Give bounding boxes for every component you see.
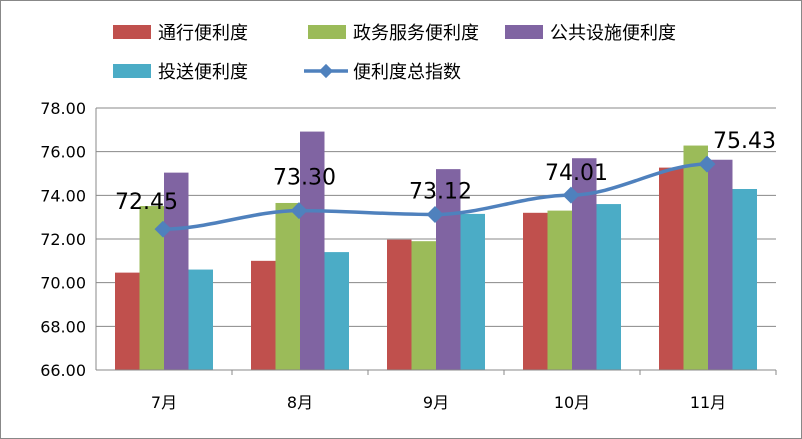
y-tick-label: 72.00	[40, 230, 86, 249]
bar-4	[596, 204, 621, 370]
y-tick-label: 76.00	[40, 143, 86, 162]
bar-3	[164, 172, 189, 370]
legend-swatch	[308, 25, 346, 39]
x-tick-label: 7月	[151, 393, 177, 412]
x-tick-label: 9月	[423, 393, 449, 412]
bar-3	[572, 158, 597, 370]
bar-1	[115, 272, 140, 370]
bar-4	[732, 189, 757, 370]
legend-swatch	[113, 25, 151, 39]
legend-label: 通行便利度	[158, 23, 248, 44]
bar-3	[436, 169, 461, 370]
x-tick-label: 11月	[690, 393, 726, 412]
y-tick-label: 78.00	[40, 99, 86, 118]
bar-1	[659, 167, 684, 370]
data-label: 72.45	[115, 190, 178, 215]
bar-2	[547, 210, 572, 370]
legend-marker	[318, 63, 334, 79]
y-tick-label: 66.00	[40, 361, 86, 380]
line-marker	[290, 202, 308, 220]
bar-2	[275, 202, 300, 370]
line-marker	[426, 206, 444, 224]
data-label: 75.43	[713, 129, 776, 154]
x-tick-label: 10月	[554, 393, 590, 412]
y-tick-label: 74.00	[40, 186, 86, 205]
bar-3	[300, 131, 325, 370]
bar-4	[460, 213, 485, 370]
legend-label: 便利度总指数	[353, 62, 461, 83]
line-marker	[154, 220, 172, 238]
bar-2	[683, 145, 708, 370]
y-tick-label: 70.00	[40, 274, 86, 293]
legend-label: 投送便利度	[158, 62, 248, 83]
y-tick-label: 68.00	[40, 317, 86, 336]
legend-label: 公共设施便利度	[550, 23, 676, 44]
line-marker	[562, 186, 580, 204]
bar-4	[188, 269, 213, 370]
legend-swatch	[113, 64, 151, 78]
bar-4	[324, 252, 349, 370]
data-label: 74.01	[545, 161, 608, 186]
bar-1	[251, 260, 276, 370]
bar-1	[387, 239, 412, 370]
bar-3	[708, 159, 733, 370]
data-label: 73.12	[409, 180, 472, 205]
line-marker	[698, 155, 716, 173]
x-tick-label: 8月	[287, 393, 313, 412]
legend-swatch	[505, 25, 543, 39]
data-label: 73.30	[273, 166, 336, 191]
legend-label: 政务服务便利度	[353, 23, 479, 44]
bar-2	[411, 241, 436, 370]
bar-1	[523, 212, 548, 370]
